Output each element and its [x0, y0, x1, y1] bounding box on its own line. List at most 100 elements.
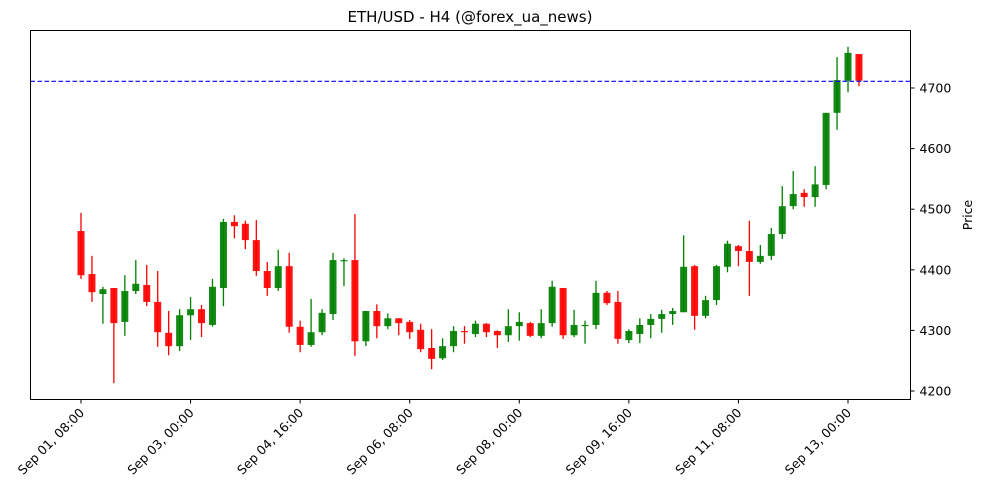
candle-body-up	[274, 266, 282, 288]
candle-body-down	[493, 331, 501, 336]
candle-body-down	[263, 271, 271, 288]
candle	[351, 214, 359, 356]
x-tick-label: Sep 09, 16:00	[563, 405, 635, 477]
candle-body-up	[767, 234, 775, 256]
candle	[614, 291, 622, 344]
candle-body-up	[789, 194, 797, 207]
candle	[647, 314, 655, 339]
candle	[680, 235, 688, 313]
y-tick-label: 4200	[920, 384, 952, 399]
candle-body-down	[800, 192, 808, 198]
candle	[658, 309, 666, 333]
candle-body-up	[515, 321, 523, 327]
candles-group	[77, 46, 863, 384]
candle-body-down	[373, 311, 381, 327]
candle-body-down	[855, 54, 863, 81]
x-tick-label: Sep 13, 00:00	[782, 405, 854, 477]
x-tick-label: Sep 03, 00:00	[124, 405, 196, 477]
candle	[362, 311, 370, 347]
candle	[691, 264, 699, 330]
candle	[208, 278, 216, 327]
candle	[252, 220, 260, 276]
candle	[395, 318, 403, 336]
candle-body-up	[658, 314, 666, 319]
candle	[219, 218, 227, 307]
candle-body-up	[208, 286, 216, 325]
candle	[767, 227, 775, 261]
candle-body-up	[471, 323, 479, 335]
candle	[110, 287, 118, 384]
candle-body-down	[691, 266, 699, 316]
candle	[263, 261, 271, 296]
x-tick-label: Sep 01, 08:00	[15, 405, 87, 477]
candle	[198, 304, 206, 338]
candle-body-down	[428, 347, 436, 359]
candle	[230, 215, 238, 239]
candle	[176, 309, 184, 352]
candle-body-up	[833, 80, 841, 113]
candle	[461, 326, 468, 344]
candle-body-down	[77, 231, 85, 276]
candle-body-up	[384, 318, 392, 327]
y-axis-label: Price	[960, 199, 975, 230]
candle-body-up	[723, 243, 731, 267]
candle-body-down	[154, 301, 162, 333]
candle	[800, 189, 808, 207]
candle-body-down	[252, 240, 260, 272]
candle-body-down	[526, 323, 534, 336]
candle-body-up	[450, 331, 458, 347]
candle-body-up	[570, 324, 578, 336]
candle	[406, 320, 414, 339]
candle-body-up	[844, 52, 852, 81]
y-tick-label: 4400	[920, 262, 952, 277]
candle	[713, 264, 721, 305]
candle-body-up	[647, 318, 655, 325]
candle	[822, 112, 830, 190]
candle	[559, 287, 567, 339]
candle	[504, 309, 512, 342]
candle-body-down	[603, 292, 611, 304]
candle	[745, 220, 753, 296]
x-tick-label: Sep 11, 08:00	[672, 405, 744, 477]
candle	[756, 244, 764, 264]
candle	[493, 330, 501, 348]
candle-body-down	[165, 332, 173, 347]
x-tick-label: Sep 08, 00:00	[453, 405, 525, 477]
candle-body-up	[756, 255, 764, 262]
candle-body-down	[461, 331, 468, 333]
candle	[274, 249, 282, 292]
candle	[669, 307, 677, 325]
candle	[844, 46, 852, 93]
candle-body-down	[745, 251, 753, 262]
candle-body-down	[406, 321, 414, 333]
candle-body-down	[285, 266, 293, 327]
y-axis: 4200 4300 4400 4500 4600 4700	[910, 81, 952, 399]
candle-body-up	[713, 266, 721, 301]
candle	[373, 304, 381, 339]
candle-body-down	[230, 221, 238, 227]
candle	[811, 166, 819, 207]
candle-body-up	[176, 315, 184, 347]
candle-body-up	[318, 312, 326, 333]
candle	[702, 295, 710, 319]
candle-body-up	[680, 266, 688, 313]
candle	[636, 318, 644, 344]
candle	[548, 280, 556, 327]
candle-body-up	[307, 332, 315, 345]
candle-body-down	[296, 326, 304, 345]
candle-body-down	[482, 323, 490, 333]
candle-body-down	[198, 309, 206, 324]
y-tick-label: 4700	[920, 81, 952, 96]
candle-body-down	[143, 284, 151, 302]
candle	[340, 258, 348, 287]
candle-body-up	[362, 311, 370, 342]
candle-body-up	[99, 289, 107, 295]
candle	[526, 321, 534, 338]
candle-body-down	[559, 287, 567, 336]
candle-body-up	[548, 286, 556, 324]
candle-body-down	[351, 260, 359, 342]
candle-body-up	[121, 291, 129, 322]
candle-body-up	[625, 331, 633, 341]
plot-frame	[30, 30, 911, 400]
